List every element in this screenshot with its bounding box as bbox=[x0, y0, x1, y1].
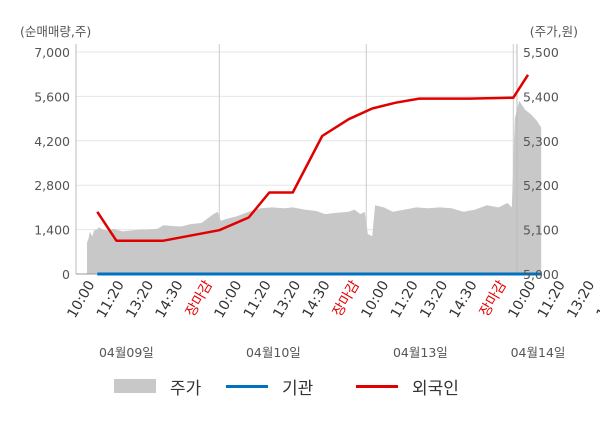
x-tick-label: 13:20 bbox=[564, 278, 598, 321]
date-label: 04월13일 bbox=[393, 345, 448, 360]
left-tick-label: 4,200 bbox=[34, 134, 70, 149]
legend-label-institution: 기관 bbox=[282, 378, 314, 399]
right-axis-label: (주가,원) bbox=[530, 24, 578, 39]
right-tick-label: 5,500 bbox=[523, 45, 559, 60]
x-tick-label: 11:20 bbox=[94, 278, 128, 321]
right-tick-label: 5,400 bbox=[523, 89, 559, 104]
date-label: 04월14일 bbox=[511, 345, 566, 360]
legend-swatch-foreign bbox=[356, 384, 398, 388]
left-tick-label: 0 bbox=[62, 267, 70, 282]
right-tick-label: 5,200 bbox=[523, 178, 559, 193]
x-tick-label: 10:00 bbox=[505, 278, 539, 321]
x-tick-label: 10:00 bbox=[64, 278, 98, 321]
x-tick-label: 11:20 bbox=[241, 278, 275, 321]
legend-item-foreign: 외국인 bbox=[356, 374, 459, 399]
x-tick-label: 13:20 bbox=[417, 278, 451, 321]
foreign-line bbox=[96, 74, 530, 242]
right-tick-label: 5,300 bbox=[523, 134, 559, 149]
left-tick-label: 1,400 bbox=[34, 223, 70, 238]
price-area bbox=[87, 100, 542, 274]
x-tick-label: 13:20 bbox=[123, 278, 157, 321]
left-tick-label: 2,800 bbox=[34, 178, 70, 193]
left-tick-label: 7,000 bbox=[34, 45, 70, 60]
left-axis-label: (순매매량,주) bbox=[20, 24, 91, 39]
legend-item-institution: 기관 bbox=[226, 374, 314, 399]
x-tick-label: 10:00 bbox=[211, 278, 245, 321]
x-tick-label: 10:00 bbox=[358, 278, 392, 321]
date-label: 04월10일 bbox=[246, 345, 301, 360]
x-tick-label: 14:30 bbox=[300, 278, 334, 321]
left-tick-label: 5,600 bbox=[34, 89, 70, 104]
legend-swatch-price bbox=[114, 379, 156, 393]
legend-item-price: 주가 bbox=[114, 374, 202, 399]
x-tick-label: 14:30 bbox=[447, 278, 481, 321]
legend-label-price: 주가 bbox=[170, 378, 202, 399]
x-tick-label: 13:20 bbox=[270, 278, 304, 321]
right-tick-label: 5,000 bbox=[523, 267, 559, 282]
legend-swatch-institution bbox=[226, 384, 268, 388]
x-tick-label: 11:20 bbox=[388, 278, 422, 321]
x-tick-label: 14:30 bbox=[153, 278, 187, 321]
legend-label-foreign: 외국인 bbox=[412, 378, 459, 399]
date-label: 04월09일 bbox=[99, 345, 154, 360]
right-tick-label: 5,100 bbox=[523, 223, 559, 238]
legend: 주가 기관 외국인 bbox=[0, 374, 600, 399]
x-tick-label: 11:20 bbox=[535, 278, 569, 321]
